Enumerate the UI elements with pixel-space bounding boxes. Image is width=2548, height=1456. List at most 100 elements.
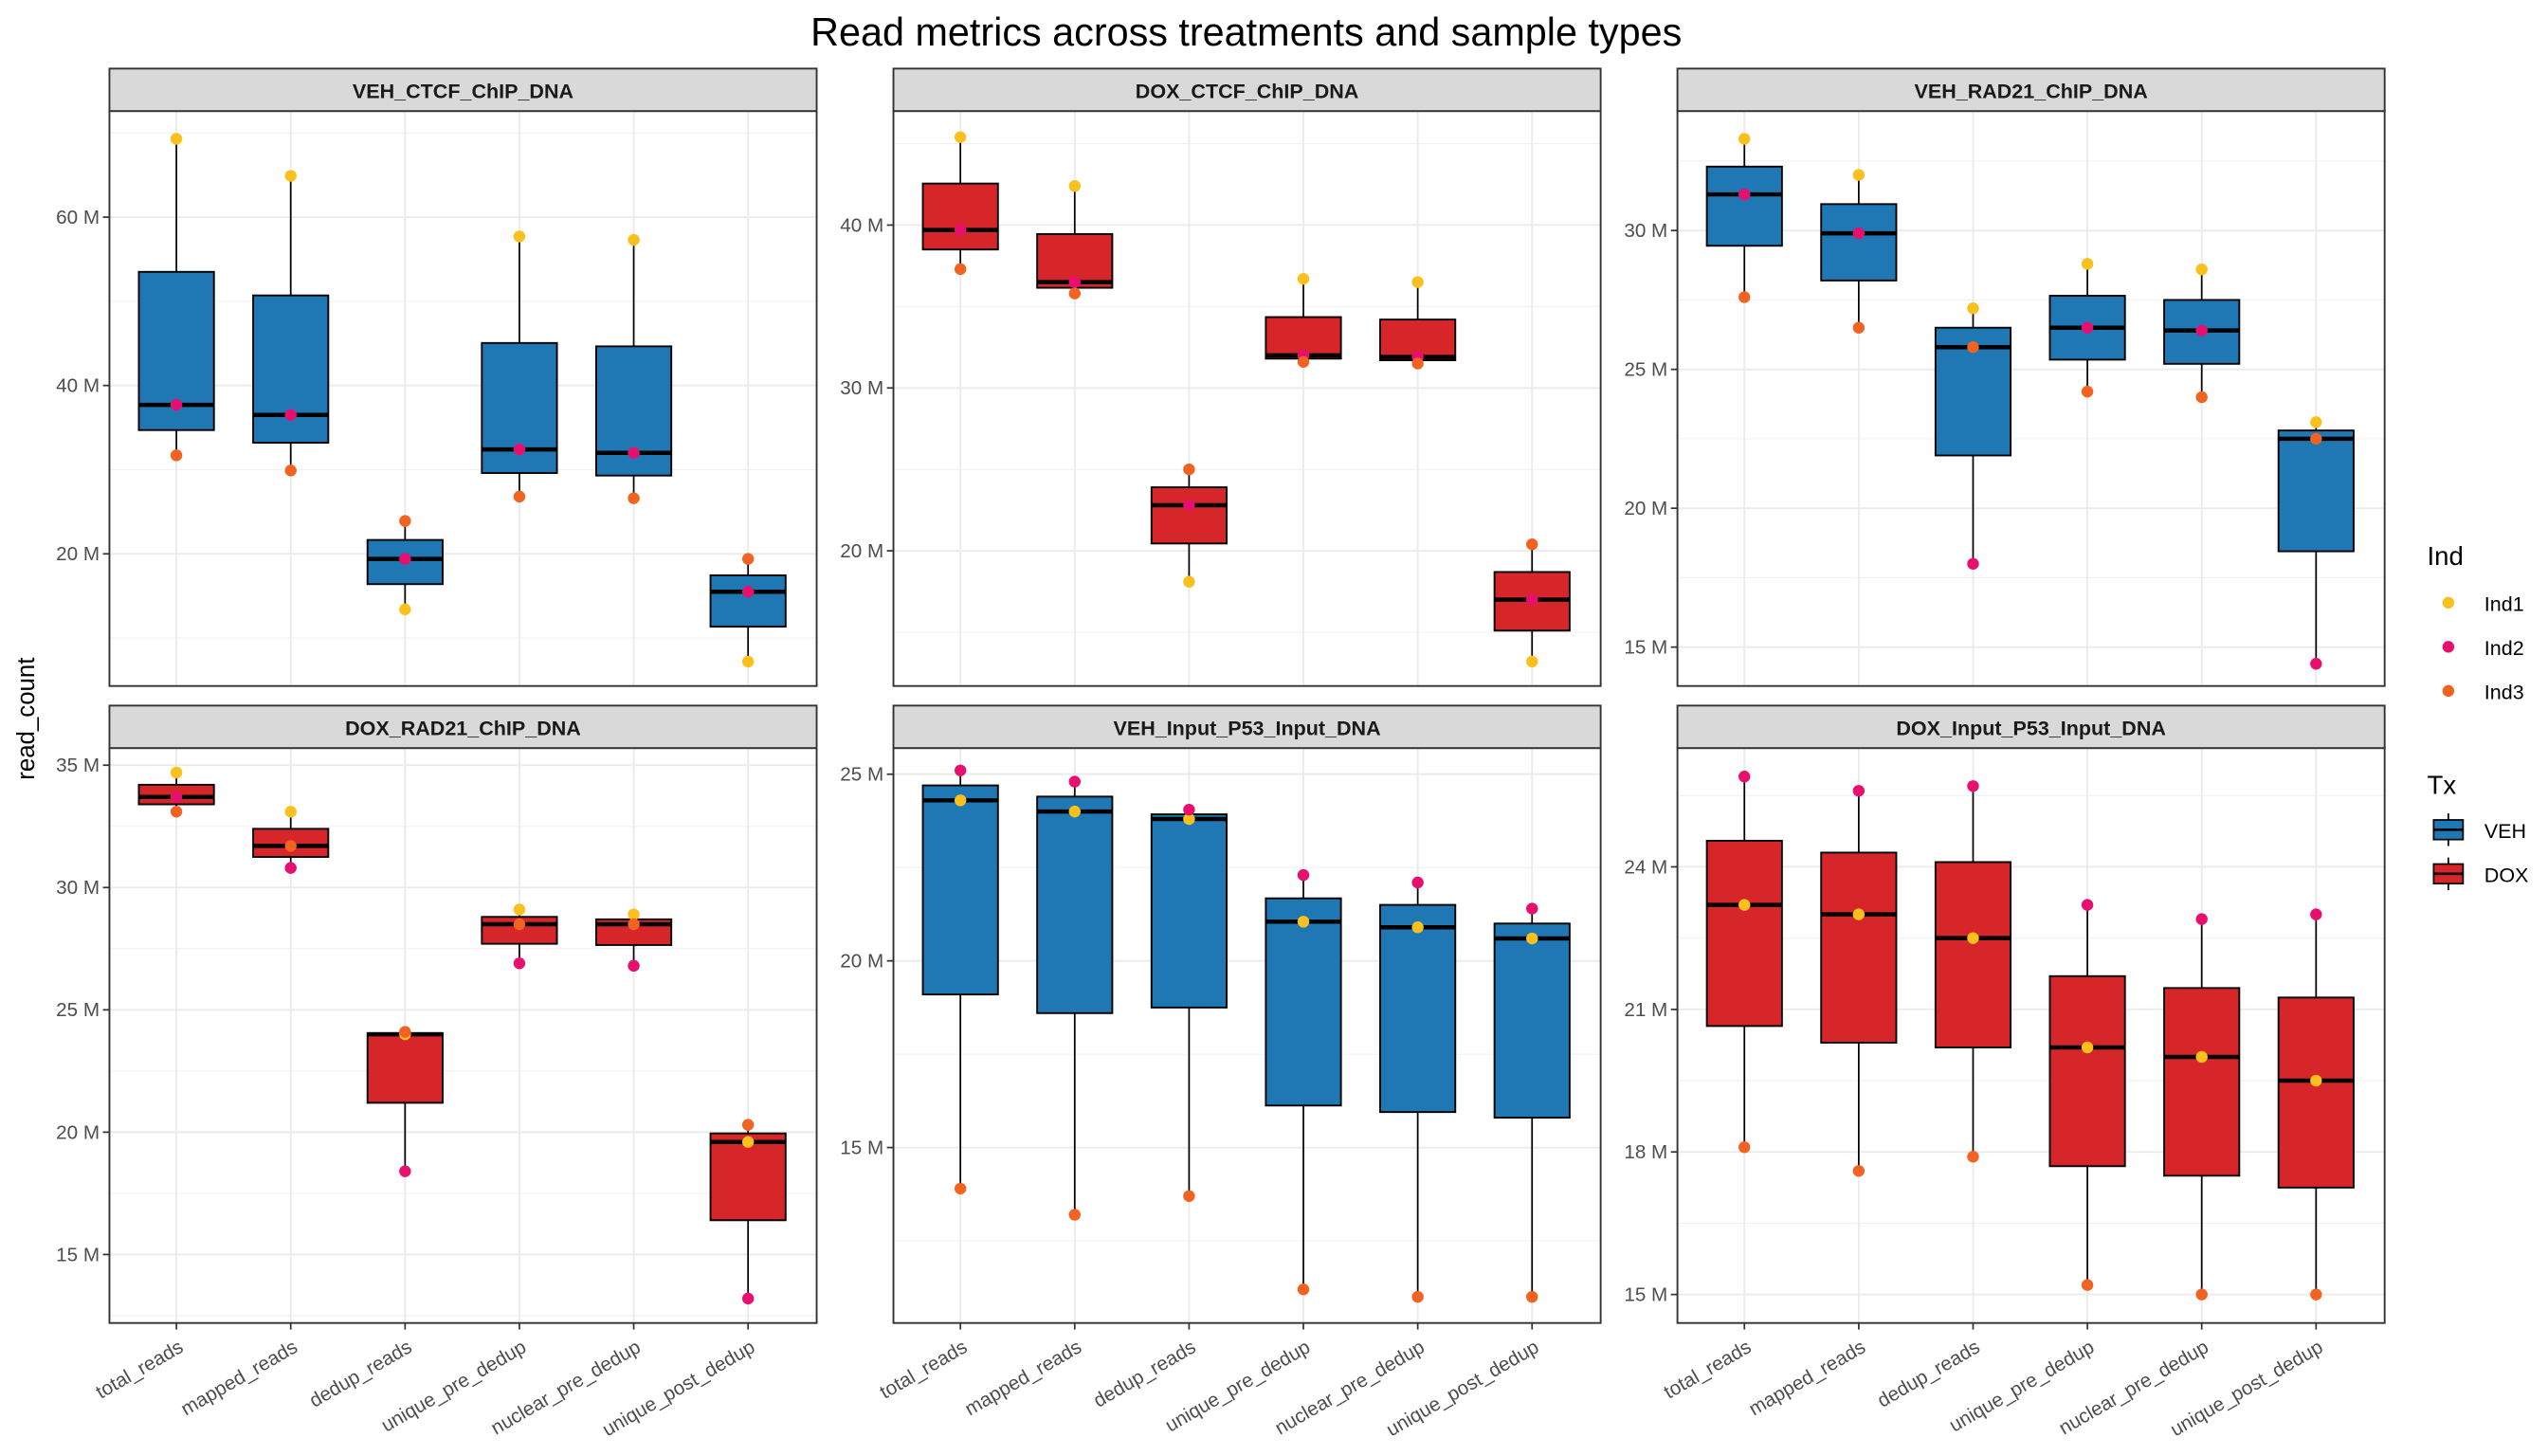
plot-area (893, 111, 1601, 686)
point-ind2 (1411, 876, 1424, 889)
plot-area (109, 111, 817, 686)
facet-strip-label: VEH_CTCF_ChIP_DNA (353, 80, 573, 102)
point-ind3 (1526, 1290, 1538, 1303)
point-ind1 (628, 908, 640, 920)
legend-key-ind3 (2442, 684, 2455, 698)
facet-strip-label: DOX_CTCF_ChIP_DNA (1136, 80, 1359, 102)
point-ind3 (2081, 1279, 2094, 1291)
point-ind1 (1183, 575, 1195, 588)
point-ind1 (741, 655, 755, 668)
box-body (1150, 486, 1228, 545)
point-ind2 (1738, 188, 1751, 201)
y-tick-label: 25 M (840, 764, 883, 786)
plot-area (1677, 748, 2385, 1323)
box-unique-post-dedup (709, 553, 787, 668)
point-ind1 (1967, 932, 1979, 944)
box-body (1705, 839, 1783, 1028)
point-ind3 (1297, 1283, 1310, 1296)
point-ind2 (2310, 658, 2322, 670)
point-ind3 (2310, 1288, 2322, 1301)
point-ind1 (2310, 1074, 2322, 1087)
point-ind2 (741, 586, 755, 598)
point-ind3 (284, 840, 297, 852)
legend-label-ind3: Ind3 (2484, 681, 2524, 703)
point-ind2 (170, 398, 183, 411)
box-nuclear-pre-dedup (2163, 913, 2241, 1301)
box-unique-pre-dedup (481, 230, 558, 503)
box-mapped-reads (1820, 785, 1898, 1177)
point-ind2 (628, 446, 640, 459)
box-dedup-reads (1934, 302, 2012, 570)
box-unique-pre-dedup (2048, 899, 2126, 1291)
point-ind1 (513, 230, 526, 243)
box-body (1493, 922, 1571, 1119)
facet-strip-label: DOX_Input_P53_Input_DNA (1896, 717, 2166, 739)
point-ind1 (954, 794, 967, 807)
point-ind3 (1738, 1141, 1751, 1154)
box-body (1265, 897, 1342, 1107)
box-dedup-reads (1150, 803, 1228, 1202)
point-ind2 (2081, 321, 2094, 334)
plot-area (1677, 111, 2385, 686)
point-ind2 (1967, 780, 1979, 792)
box-body (1820, 203, 1898, 282)
point-ind3 (284, 464, 297, 477)
point-ind2 (1297, 868, 1310, 882)
box-dedup-reads (1150, 463, 1228, 588)
facet-strip-label: VEH_Input_P53_Input_DNA (1113, 717, 1380, 739)
point-ind2 (954, 764, 967, 777)
point-ind2 (399, 553, 411, 565)
point-ind3 (1738, 291, 1751, 303)
point-ind1 (399, 603, 411, 616)
point-ind2 (741, 1292, 755, 1305)
point-ind2 (399, 1165, 411, 1177)
facet-strip (1676, 67, 2386, 113)
box-body (921, 784, 999, 996)
box-dedup-reads (366, 1026, 444, 1177)
y-tick-label: 30 M (840, 377, 883, 399)
y-tick-label: 15 M (1624, 1284, 1667, 1306)
legend: Ind Tx Ind1 Ind2 Ind3 VEH DOX (2427, 541, 2528, 891)
point-ind3 (170, 449, 183, 462)
point-ind3 (2195, 391, 2208, 404)
box-total-reads (1705, 771, 1783, 1154)
y-tick-label: 60 M (56, 207, 100, 228)
box-nuclear-pre-dedup (2163, 263, 2241, 404)
point-ind2 (628, 959, 640, 973)
y-tick-label: 20 M (56, 543, 100, 565)
box-nuclear-pre-dedup (1379, 876, 1457, 1303)
point-ind1 (1183, 812, 1195, 826)
facet-strip (108, 67, 818, 113)
point-ind1 (1526, 932, 1538, 945)
point-ind1 (741, 1136, 755, 1148)
point-ind1 (2081, 1041, 2094, 1054)
point-ind2 (1068, 775, 1081, 788)
point-ind2 (1738, 771, 1751, 783)
y-tick-label: 20 M (56, 1121, 100, 1143)
box-mapped-reads (252, 170, 330, 477)
point-ind1 (1411, 276, 1424, 288)
box-mapped-reads (1820, 169, 1898, 334)
point-ind3 (741, 553, 755, 565)
box-unique-pre-dedup (1265, 868, 1342, 1296)
point-ind1 (1068, 805, 1081, 818)
box-nuclear-pre-dedup (1379, 276, 1457, 370)
point-ind2 (954, 224, 967, 236)
y-tick-label: 21 M (1624, 999, 1667, 1021)
legend-ind-title: Ind (2427, 541, 2463, 571)
point-ind3 (628, 492, 640, 504)
point-ind3 (1068, 287, 1081, 300)
legend-label-ind2: Ind2 (2484, 637, 2524, 660)
box-total-reads (921, 764, 999, 1195)
point-ind2 (1526, 593, 1538, 606)
point-ind3 (954, 1182, 967, 1195)
box-total-reads (921, 131, 999, 276)
point-ind1 (628, 233, 640, 246)
point-ind1 (1738, 133, 1751, 145)
box-nuclear-pre-dedup (594, 233, 673, 504)
box-body (921, 182, 999, 251)
point-ind2 (1183, 803, 1195, 816)
box-body (2277, 429, 2355, 553)
point-ind3 (1411, 357, 1424, 370)
